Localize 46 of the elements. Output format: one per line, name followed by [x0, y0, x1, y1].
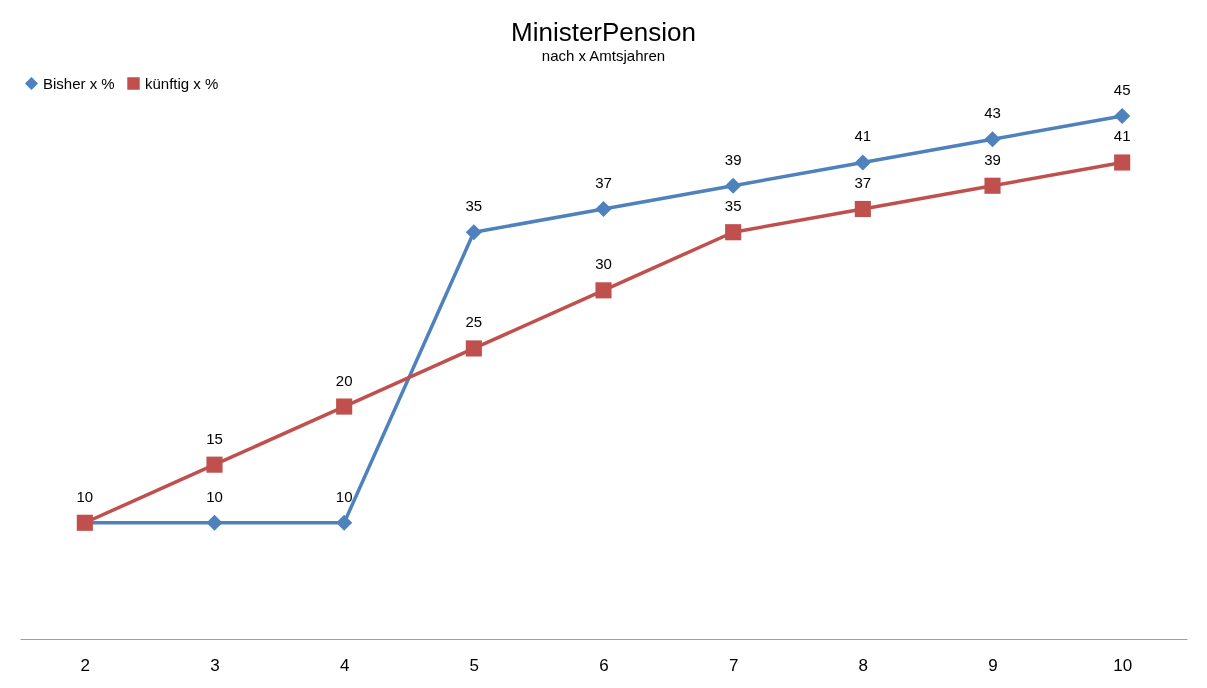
- point: [854, 154, 871, 171]
- point: [595, 200, 612, 218]
- point: [984, 177, 1001, 194]
- x-tick-label: 8: [858, 655, 869, 675]
- x-tick-label: 9: [988, 655, 998, 675]
- x-tick-label: 2: [80, 655, 91, 675]
- legend-label: Bisher x %: [43, 74, 115, 92]
- data-label: 45: [1113, 81, 1131, 98]
- data-label: 39: [984, 150, 1001, 168]
- point: [984, 131, 1001, 148]
- data-label: 41: [854, 127, 872, 145]
- data-label: 37: [854, 173, 872, 191]
- point: [1114, 107, 1131, 125]
- point: [206, 514, 223, 531]
- point: [206, 456, 223, 473]
- data-label: 25: [465, 313, 483, 331]
- x-tick-label: 7: [728, 655, 739, 675]
- x-tick-label: 5: [469, 655, 480, 675]
- chart-title: MinisterPension: [511, 17, 696, 47]
- data-label: 30: [595, 255, 612, 273]
- data-label: 43: [984, 104, 1001, 122]
- x-tick-label: 6: [599, 655, 609, 675]
- data-label: 10: [335, 487, 353, 505]
- point: [725, 224, 742, 241]
- point: [595, 282, 612, 299]
- x-tick-label: 3: [210, 655, 220, 675]
- chart-subtitle: nach x Amtsjahren: [541, 47, 666, 64]
- data-label: 35: [724, 197, 742, 215]
- data-label: 35: [465, 197, 483, 215]
- data-label: 10: [76, 487, 94, 505]
- point: [465, 340, 482, 357]
- data-label: 37: [595, 173, 612, 191]
- data-label: 15: [206, 429, 223, 447]
- x-tick-label: 10: [1113, 655, 1133, 675]
- data-label: 20: [335, 371, 353, 389]
- point: [725, 177, 742, 194]
- x-tick-label: 4: [339, 655, 350, 675]
- data-label: 39: [724, 150, 742, 168]
- legend-label: künftig x %: [145, 74, 219, 92]
- point: [336, 514, 353, 531]
- data-label: 10: [206, 487, 223, 505]
- point: [1114, 154, 1131, 171]
- point: [336, 398, 353, 415]
- point: [465, 224, 482, 241]
- point: [854, 200, 871, 218]
- data-label: 41: [1113, 127, 1131, 145]
